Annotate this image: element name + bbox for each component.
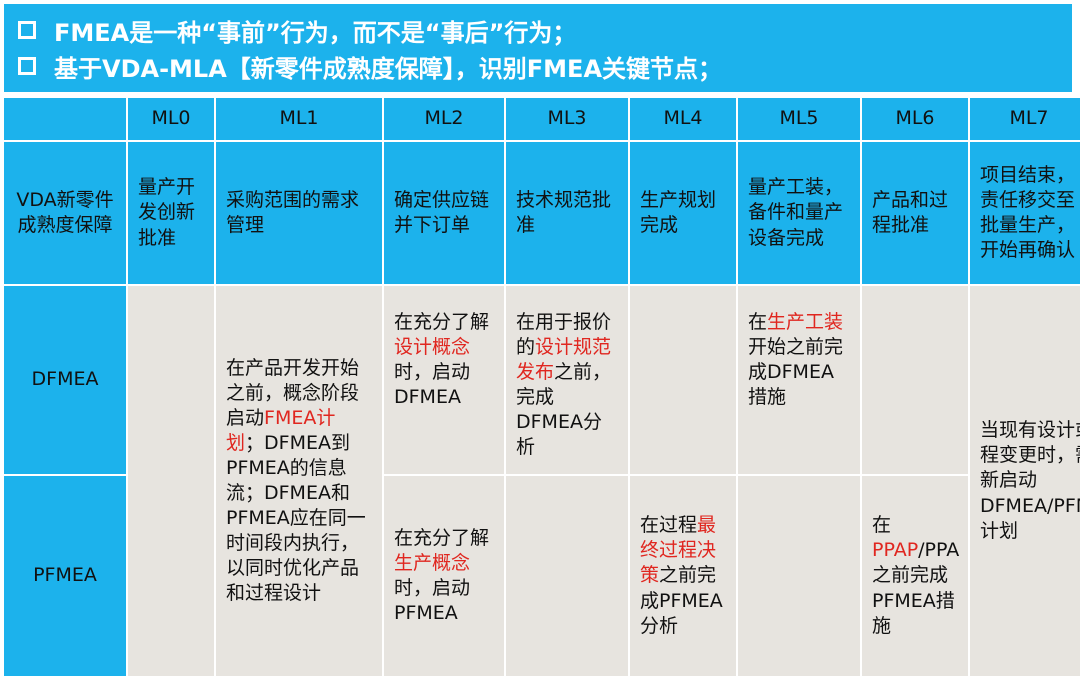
pfmea-ml4-b: 之前完成PFMEA分析 — [640, 564, 723, 637]
dfmea-ml5-cell: 在生产工装开始之前完成DFMEA措施 — [738, 286, 860, 474]
corner-cell — [4, 98, 126, 140]
level-header: ML5 — [738, 98, 860, 140]
pfmea-ml6-cell: 在PPAP/PPA之前完成PFMEA措施 — [862, 476, 968, 676]
ml1-text-a: 在产品开发开始之前，概念阶段启动 — [226, 356, 360, 429]
dfmea-ml5-a: 在 — [748, 311, 768, 333]
dfmea-ml3-a: 在用于报价的 — [516, 311, 612, 359]
empty-cell-pfmea-ml3 — [506, 476, 628, 676]
milestone-ml3: 技术规范批准 — [506, 142, 628, 284]
dfmea-ml2-highlight: 设计概念 — [394, 336, 471, 359]
level-header: ML7 — [970, 98, 1080, 140]
milestone-ml6: 产品和过程批准 — [862, 142, 968, 284]
pfmea-ml4-highlight: 最终过程决策 — [640, 514, 717, 587]
empty-cell-dfmea-ml4 — [630, 286, 736, 474]
row-label-pfmea: PFMEA — [4, 476, 126, 676]
pfmea-ml6-b: /PPA之前完成PFMEA措施 — [872, 539, 960, 637]
banner-text-2: 基于VDA-MLA【新零件成熟度保障】，识别FMEA关键节点； — [54, 54, 723, 83]
checkbox-icon — [18, 57, 36, 75]
banner-line-1: FMEA是一种“事前”行为，而不是“事后”行为； — [18, 12, 1058, 48]
title-banner: FMEA是一种“事前”行为，而不是“事后”行为； 基于VDA-MLA【新零件成熟… — [4, 4, 1072, 92]
banner-line-2: 基于VDA-MLA【新零件成熟度保障】，识别FMEA关键节点； — [18, 48, 1058, 84]
banner-text-1: FMEA是一种“事前”行为，而不是“事后”行为； — [54, 18, 577, 47]
milestone-ml7: 项目结束，责任移交至批量生产，开始再确认 — [970, 142, 1080, 284]
row-header-vda: VDA新零件成熟度保障 — [4, 142, 126, 284]
dfmea-ml2-a: 在充分了解 — [394, 311, 490, 333]
dfmea-ml2-cell: 在充分了解设计概念时，启动DFMEA — [384, 286, 504, 474]
pfmea-ml6-a: 在 — [872, 514, 892, 537]
ml7-change-note: 当现有设计或过程变更时，需重新启动DFMEA/PFMEA计划 — [970, 286, 1080, 676]
level-header: ML2 — [384, 98, 504, 140]
row-label-dfmea: DFMEA — [4, 286, 126, 474]
ml1-highlight: FMEA计划 — [226, 406, 336, 454]
dfmea-ml2-b: 时，启动DFMEA — [394, 361, 471, 409]
level-header: ML6 — [862, 98, 968, 140]
level-header: ML1 — [216, 98, 382, 140]
empty-cell-pfmea-ml5 — [738, 476, 860, 676]
fmea-mla-table: ML0 ML1 ML2 ML3 ML4 ML5 ML6 ML7 VDA新零件成熟… — [4, 98, 1080, 676]
pfmea-ml2-b: 时，启动PFMEA — [394, 577, 471, 625]
ml1-text-b: ；DFMEA到PFMEA的信息流；DFMEA和PFMEA应在同一时间段内执行，以… — [226, 431, 366, 605]
dfmea-ml3-cell: 在用于报价的设计规范发布之前，完成DFMEA分析 — [506, 286, 628, 474]
dfmea-ml3-b: 之前，完成DFMEA分析 — [516, 361, 612, 459]
dfmea-ml5-b: 开始之前完成DFMEA措施 — [748, 336, 844, 409]
pfmea-ml2-cell: 在充分了解生产概念时，启动PFMEA — [384, 476, 504, 676]
pfmea-ml2-highlight: 生产概念 — [394, 551, 471, 574]
milestone-ml0: 量产开发创新批准 — [128, 142, 214, 284]
milestone-ml2: 确定供应链并下订单 — [384, 142, 504, 284]
level-header: ML3 — [506, 98, 628, 140]
milestone-ml5: 量产工装，备件和量产设备完成 — [738, 142, 860, 284]
pfmea-ml2-a: 在充分了解 — [394, 526, 490, 549]
level-header: ML0 — [128, 98, 214, 140]
milestone-ml1: 采购范围的需求管理 — [216, 142, 382, 284]
empty-cell-ml0 — [128, 286, 214, 676]
pfmea-ml6-highlight: PPAP — [872, 539, 919, 562]
pfmea-ml4-a: 在过程 — [640, 514, 698, 537]
ml1-fmea-note: 在产品开发开始之前，概念阶段启动FMEA计划；DFMEA到PFMEA的信息流；D… — [216, 286, 382, 676]
empty-cell-dfmea-ml6 — [862, 286, 968, 474]
pfmea-ml4-cell: 在过程最终过程决策之前完成PFMEA分析 — [630, 476, 736, 676]
dfmea-ml5-highlight: 生产工装 — [767, 311, 844, 333]
milestone-ml4: 生产规划完成 — [630, 142, 736, 284]
dfmea-ml3-highlight: 设计规范发布 — [516, 336, 612, 384]
level-header: ML4 — [630, 98, 736, 140]
checkbox-icon — [18, 21, 36, 39]
